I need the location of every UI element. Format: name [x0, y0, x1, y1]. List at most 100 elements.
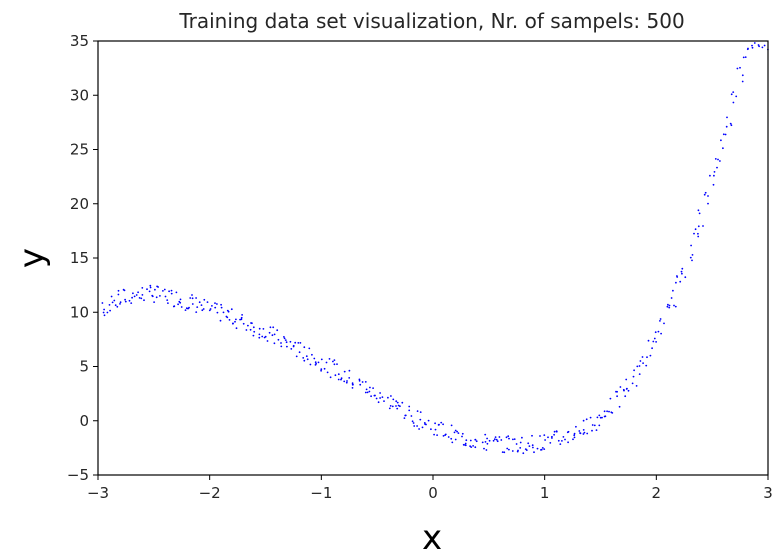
data-point	[369, 386, 371, 389]
data-point	[573, 432, 576, 435]
data-point	[329, 376, 332, 379]
data-point	[519, 441, 522, 444]
data-point	[742, 56, 745, 59]
data-point	[707, 202, 709, 205]
data-point	[595, 429, 598, 431]
data-point	[240, 318, 243, 321]
x-tick-label: 0	[428, 484, 438, 502]
data-point	[641, 356, 644, 358]
data-point	[720, 139, 722, 142]
data-points	[101, 42, 769, 455]
data-point	[528, 445, 531, 447]
data-point	[486, 437, 488, 440]
data-point	[578, 430, 581, 432]
data-point	[475, 440, 478, 443]
data-point	[519, 447, 522, 449]
y-tick-label: 15	[70, 249, 89, 267]
data-point	[543, 434, 546, 436]
data-point	[419, 411, 422, 413]
data-point	[323, 367, 326, 370]
data-point	[638, 365, 641, 367]
data-point	[583, 431, 586, 434]
data-point	[103, 308, 105, 311]
data-point	[667, 303, 669, 306]
data-point	[263, 336, 266, 339]
data-point	[589, 416, 592, 419]
data-point	[273, 342, 276, 345]
data-point	[442, 435, 445, 437]
data-point	[585, 418, 588, 421]
data-point	[247, 324, 249, 327]
data-point	[375, 397, 378, 400]
x-tick-label: 2	[652, 484, 662, 502]
data-point	[277, 338, 280, 341]
data-point	[741, 74, 744, 77]
data-point	[269, 326, 272, 329]
data-point	[251, 322, 253, 325]
data-point	[395, 405, 397, 407]
data-point	[606, 410, 608, 413]
data-point	[434, 428, 437, 431]
data-point	[368, 390, 371, 393]
data-point	[261, 335, 264, 338]
data-point	[675, 281, 677, 284]
data-point	[582, 433, 585, 435]
data-point	[447, 436, 450, 438]
data-point	[730, 93, 733, 96]
data-point	[108, 304, 111, 306]
data-point	[172, 305, 175, 308]
data-point	[219, 319, 222, 322]
data-point	[358, 379, 361, 382]
data-point	[744, 56, 747, 58]
data-point	[418, 428, 420, 430]
data-point	[689, 256, 692, 259]
data-point	[320, 368, 323, 371]
data-point	[166, 299, 169, 301]
data-point	[159, 295, 161, 297]
data-point	[702, 225, 704, 227]
data-point	[132, 292, 134, 295]
data-point	[693, 232, 695, 235]
data-point	[110, 295, 113, 298]
data-point	[474, 446, 477, 449]
data-point	[348, 377, 351, 379]
data-point	[119, 301, 122, 304]
data-point	[636, 365, 639, 368]
data-point	[396, 401, 399, 404]
data-point	[616, 390, 618, 393]
data-point	[175, 291, 178, 294]
y-tick-label: 5	[79, 358, 89, 376]
data-point	[234, 320, 236, 323]
data-point	[430, 428, 432, 431]
data-point	[228, 319, 231, 321]
data-point	[461, 432, 464, 435]
data-point	[408, 409, 411, 412]
data-point	[151, 294, 154, 297]
data-point	[657, 330, 660, 333]
data-point	[124, 298, 126, 301]
data-point	[351, 387, 354, 389]
x-tick-label: −3	[87, 484, 109, 502]
data-point	[544, 439, 546, 441]
data-point	[698, 212, 701, 215]
data-point	[474, 438, 477, 441]
data-point	[663, 322, 665, 325]
data-point	[684, 276, 687, 279]
data-point	[503, 451, 506, 454]
data-point	[412, 422, 415, 424]
data-point	[388, 407, 391, 410]
data-point	[547, 436, 549, 439]
data-point	[258, 333, 261, 336]
data-point	[348, 369, 351, 372]
data-point	[608, 410, 610, 413]
data-point	[245, 329, 248, 331]
data-point	[271, 334, 274, 337]
data-point	[373, 394, 376, 397]
data-point	[252, 326, 255, 329]
data-point	[216, 311, 219, 314]
data-point	[156, 285, 159, 288]
data-point	[423, 422, 426, 424]
data-point	[272, 326, 275, 329]
data-point	[540, 449, 542, 451]
data-point	[442, 423, 444, 426]
